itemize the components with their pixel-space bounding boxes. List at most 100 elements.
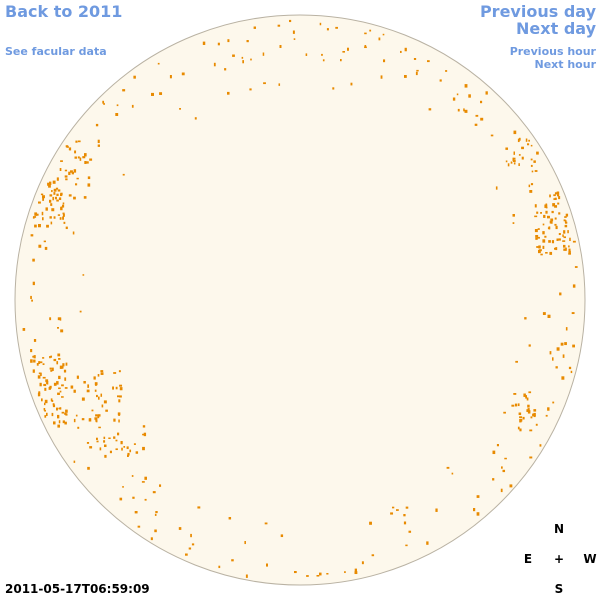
next-hour-link[interactable]: Next hour (534, 58, 597, 71)
compass-center: + (553, 552, 565, 566)
previous-day-link[interactable]: Previous day (479, 2, 596, 21)
facula (45, 379, 49, 383)
facula (536, 246, 539, 248)
facula (528, 344, 531, 347)
facula (555, 247, 558, 251)
facula (558, 212, 561, 215)
facula (73, 389, 76, 393)
facula (43, 383, 47, 387)
facula (96, 440, 99, 443)
facula (565, 327, 568, 331)
facula (34, 212, 38, 216)
facula (59, 217, 62, 220)
solar-disk (14, 14, 586, 586)
facula (293, 38, 296, 40)
facula (61, 384, 64, 387)
facula (550, 221, 553, 224)
facula (552, 401, 555, 404)
facula (529, 456, 533, 459)
facula (452, 97, 456, 101)
facula (540, 212, 542, 214)
facula (534, 229, 538, 233)
facula (485, 91, 488, 95)
facula (556, 238, 559, 241)
facular-data-link[interactable]: See facular data (5, 45, 107, 58)
facula (86, 389, 90, 393)
facula (93, 376, 96, 380)
facula (294, 571, 297, 574)
facula (518, 154, 521, 156)
facula (335, 26, 338, 29)
facula (83, 381, 86, 384)
facula (53, 188, 57, 192)
facula (57, 189, 61, 192)
facula (38, 361, 41, 364)
facula (534, 204, 537, 208)
facula (119, 497, 123, 501)
facula (565, 213, 569, 217)
facula (98, 396, 100, 400)
facula (542, 245, 545, 249)
facula (213, 62, 216, 67)
facula (103, 102, 105, 105)
facula (62, 204, 65, 208)
facula (68, 194, 72, 197)
facula (48, 184, 51, 188)
facula (354, 571, 358, 575)
facula (34, 224, 37, 228)
facula (549, 194, 551, 198)
facula (50, 221, 53, 225)
facula (530, 183, 534, 186)
facula (517, 403, 520, 407)
facula (510, 161, 513, 164)
facula (100, 372, 104, 375)
facula (51, 400, 54, 402)
facula (37, 392, 40, 397)
next-day-link[interactable]: Next day (516, 19, 596, 38)
facula (38, 224, 41, 228)
facula (121, 447, 123, 451)
facula (123, 446, 126, 448)
facula (556, 191, 560, 195)
facula (542, 231, 545, 235)
facula (562, 354, 565, 358)
facula (104, 444, 107, 448)
facula (244, 541, 246, 545)
facula (82, 156, 86, 159)
facula (457, 108, 460, 112)
facula (77, 426, 80, 429)
facula (426, 541, 429, 545)
facula (350, 82, 353, 86)
facula (480, 117, 484, 121)
facula (537, 228, 540, 230)
facula (526, 409, 529, 412)
facula (51, 367, 54, 371)
facula (94, 417, 98, 420)
previous-hour-link[interactable]: Previous hour (509, 45, 596, 58)
facula (279, 45, 282, 48)
facula (554, 223, 557, 226)
facula (95, 123, 99, 127)
facula (568, 245, 570, 248)
facula (76, 177, 79, 180)
facula (326, 28, 329, 31)
facula (119, 395, 122, 398)
facula (59, 390, 62, 393)
facula (253, 26, 257, 29)
facula (513, 151, 516, 155)
facula (224, 68, 227, 71)
facula (32, 258, 35, 262)
facula (131, 475, 134, 477)
facula (74, 156, 77, 159)
facula (115, 448, 118, 451)
back-link[interactable]: Back to 2011 (5, 2, 123, 21)
facula (527, 143, 530, 146)
facula (84, 161, 87, 164)
facula (547, 314, 551, 318)
facula (47, 182, 50, 186)
facula (60, 206, 63, 210)
facula (103, 436, 106, 440)
facula (542, 312, 546, 315)
facula (42, 363, 45, 366)
